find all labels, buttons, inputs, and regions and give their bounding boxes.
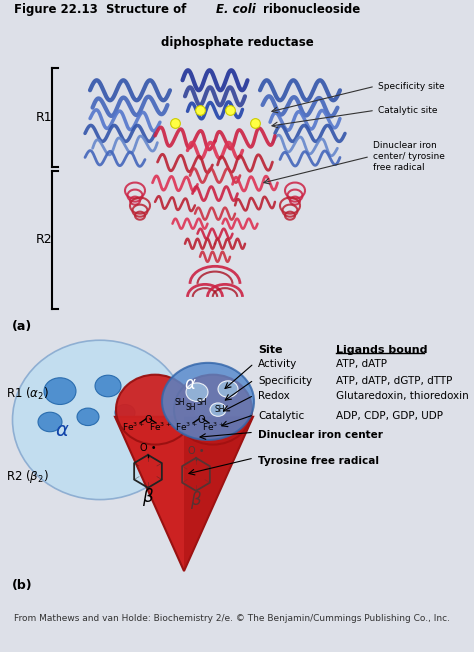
Text: SH: SH	[215, 405, 225, 414]
Ellipse shape	[162, 363, 254, 440]
Text: Dinuclear iron center: Dinuclear iron center	[258, 430, 383, 440]
Text: Specificity site: Specificity site	[378, 82, 445, 91]
Text: SH: SH	[186, 403, 196, 412]
Text: Fe$^{3+}$: Fe$^{3+}$	[149, 421, 171, 434]
Text: ATP, dATP, dGTP, dTTP: ATP, dATP, dGTP, dTTP	[336, 376, 452, 386]
Ellipse shape	[115, 404, 135, 421]
Ellipse shape	[210, 403, 226, 417]
Ellipse shape	[174, 375, 252, 445]
Polygon shape	[115, 417, 253, 571]
Ellipse shape	[12, 340, 188, 499]
Text: O •: O •	[188, 446, 204, 456]
Text: $\beta$: $\beta$	[142, 486, 154, 508]
Text: E. coli: E. coli	[216, 3, 255, 16]
Text: Catalytic: Catalytic	[258, 411, 304, 421]
Text: R2: R2	[36, 233, 52, 246]
Text: Tyrosine free radical: Tyrosine free radical	[258, 456, 379, 466]
Text: O: O	[197, 415, 205, 425]
Ellipse shape	[77, 408, 99, 426]
Ellipse shape	[186, 383, 208, 402]
Text: O: O	[144, 415, 152, 425]
Text: (a): (a)	[12, 320, 32, 333]
Text: Dinuclear iron
center/ tyrosine
free radical: Dinuclear iron center/ tyrosine free rad…	[373, 141, 445, 172]
Text: Catalytic site: Catalytic site	[378, 106, 438, 115]
Text: Site: Site	[258, 345, 283, 355]
Text: Activity: Activity	[258, 359, 297, 369]
Ellipse shape	[38, 412, 62, 432]
Text: Glutaredoxin, thioredoxin: Glutaredoxin, thioredoxin	[336, 391, 469, 401]
Ellipse shape	[44, 378, 76, 404]
Text: Specificity: Specificity	[258, 376, 312, 386]
Text: SH: SH	[197, 398, 207, 407]
Polygon shape	[184, 417, 253, 571]
Text: Redox: Redox	[258, 391, 290, 401]
Text: Fe$^{3+}$: Fe$^{3+}$	[201, 421, 224, 434]
Text: diphosphate reductase: diphosphate reductase	[161, 36, 313, 49]
Text: ATP, dATP: ATP, dATP	[336, 359, 387, 369]
Text: ADP, CDP, GDP, UDP: ADP, CDP, GDP, UDP	[336, 411, 443, 421]
Ellipse shape	[116, 375, 194, 445]
Text: $\alpha$: $\alpha$	[183, 375, 196, 393]
Text: Fe$^{3+}$: Fe$^{3+}$	[175, 421, 197, 434]
Ellipse shape	[95, 375, 121, 397]
Text: R1: R1	[36, 111, 52, 124]
Text: Ligands bound: Ligands bound	[336, 345, 428, 355]
Text: Fe$^{3+}$: Fe$^{3+}$	[122, 421, 144, 434]
Text: (b): (b)	[12, 578, 33, 591]
Text: $\beta$: $\beta$	[190, 489, 202, 511]
Text: ribonucleoside: ribonucleoside	[263, 3, 360, 16]
Text: From Mathews and van Holde: Biochemistry 2/e. © The Benjamin/Cummings Publishing: From Mathews and van Holde: Biochemistry…	[14, 614, 450, 623]
Text: $\alpha$: $\alpha$	[55, 421, 69, 439]
Text: R1 ($\alpha_2$): R1 ($\alpha_2$)	[6, 386, 49, 402]
Text: SH: SH	[175, 398, 185, 407]
Ellipse shape	[218, 381, 238, 397]
Text: O •: O •	[140, 443, 156, 452]
Text: R2 ($\beta_2$): R2 ($\beta_2$)	[6, 468, 49, 485]
Text: Figure 22.13  Structure of: Figure 22.13 Structure of	[14, 3, 191, 16]
